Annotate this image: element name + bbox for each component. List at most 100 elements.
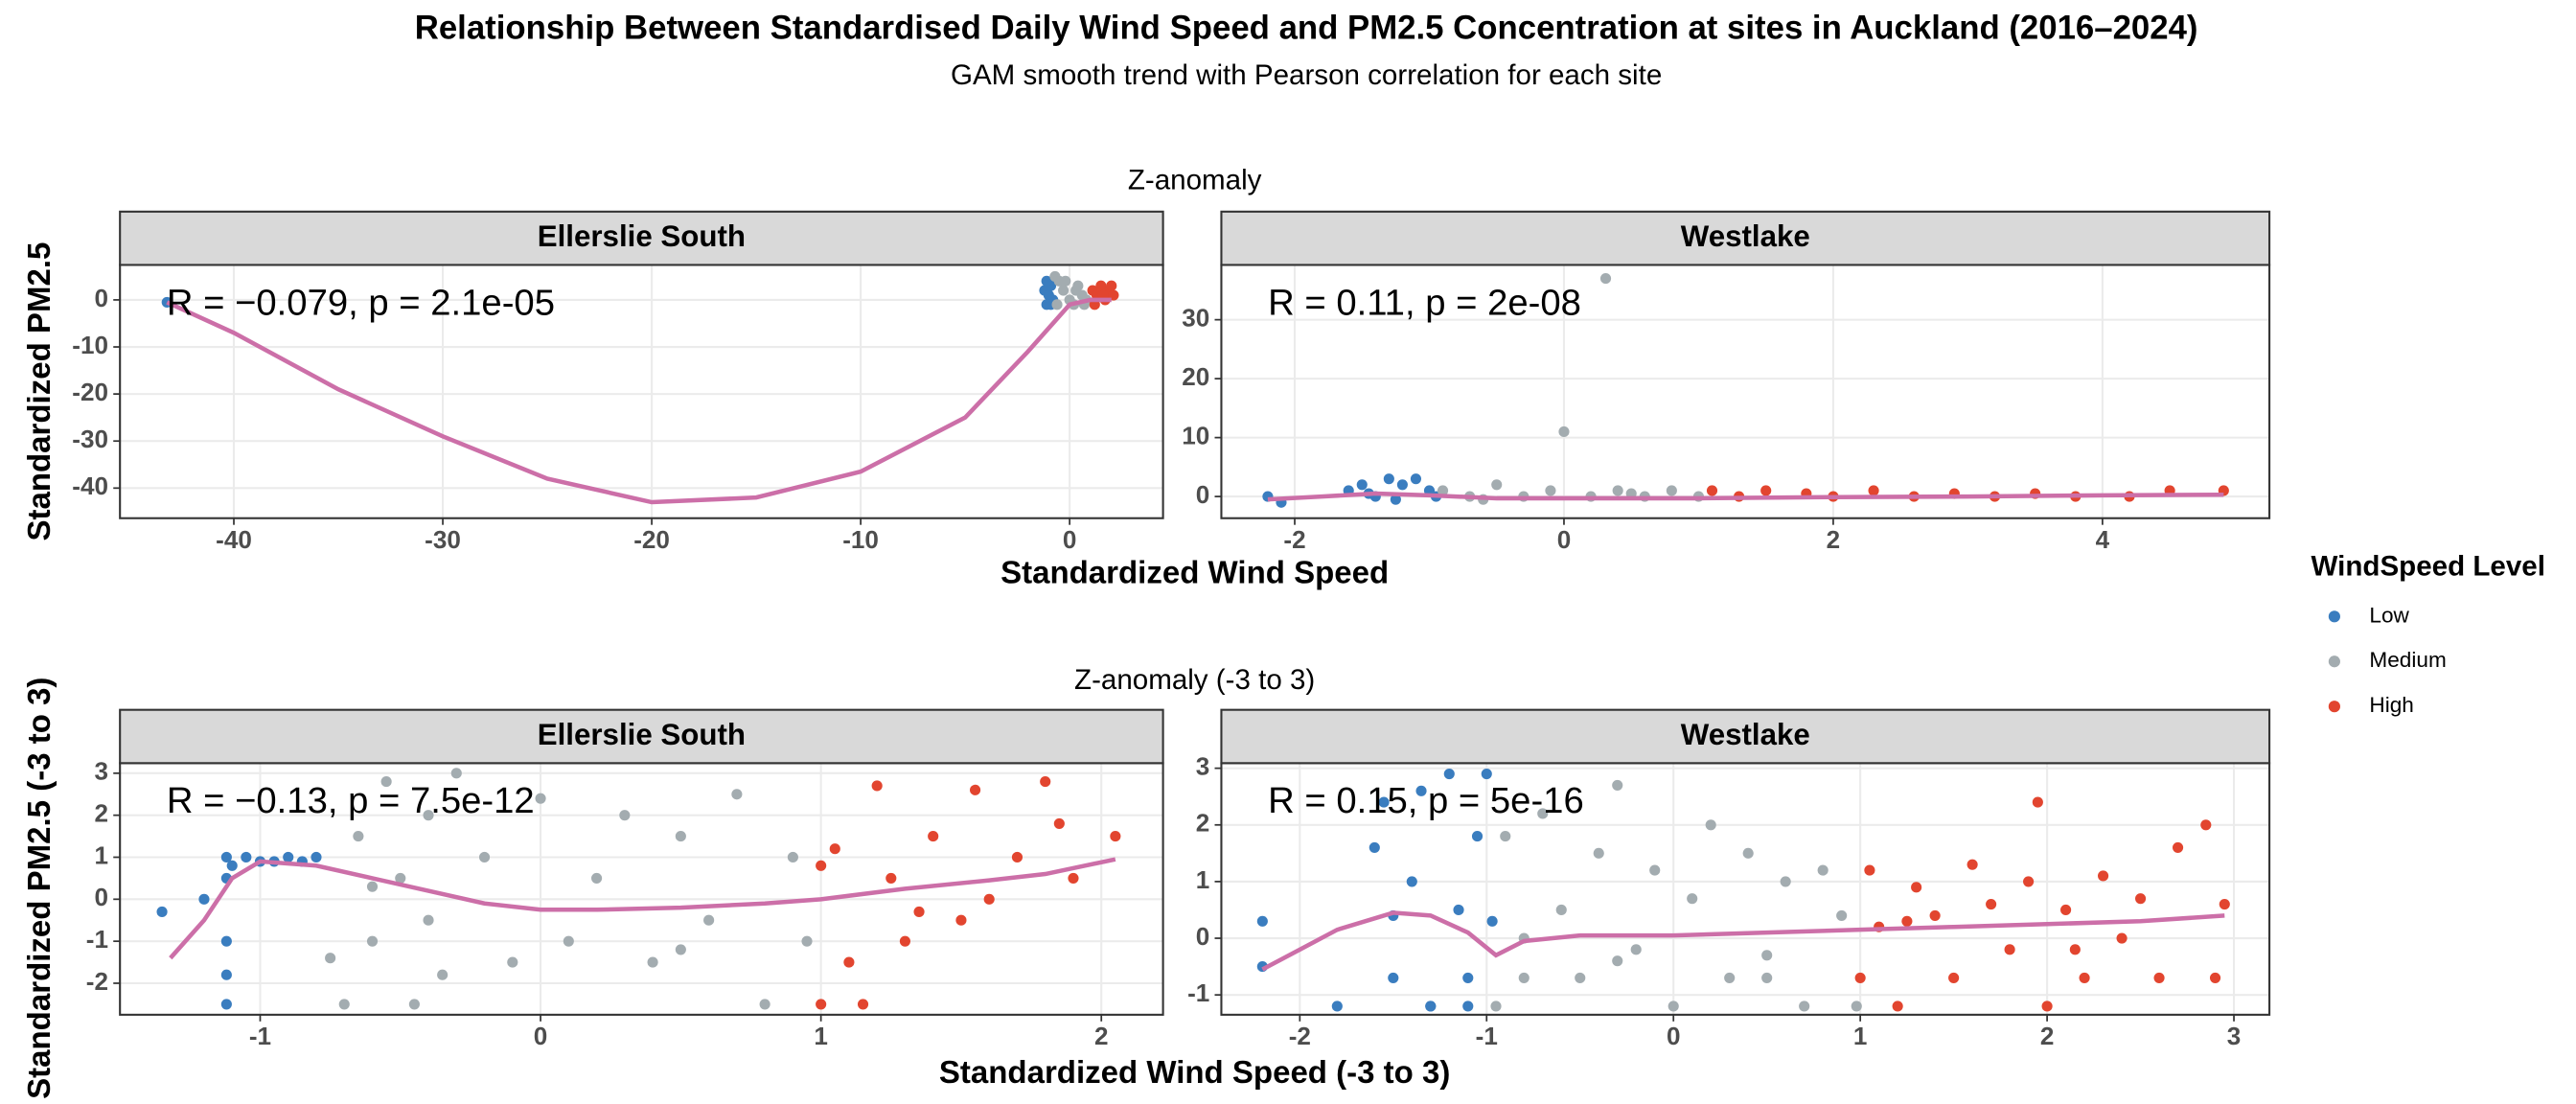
point	[1575, 972, 1586, 983]
point	[1986, 898, 1997, 910]
y-tick-label: -1	[1187, 978, 1209, 1007]
point	[1760, 485, 1772, 496]
x-tick-label: -10	[842, 525, 879, 554]
point	[1948, 972, 1960, 983]
x-tick-label: -30	[425, 525, 461, 554]
point	[1742, 847, 1754, 859]
point	[1068, 872, 1079, 884]
point	[423, 914, 434, 926]
x-tick-label: -2	[1289, 1022, 1311, 1050]
point	[507, 956, 518, 968]
point	[1437, 485, 1449, 496]
point	[563, 935, 574, 947]
point	[619, 810, 631, 821]
strip	[1220, 210, 2271, 266]
point	[1110, 831, 1121, 842]
x-tick-label: -20	[633, 525, 670, 554]
point	[353, 831, 364, 842]
x-tick-label: 1	[1853, 1022, 1868, 1050]
point	[1545, 485, 1556, 496]
point	[801, 935, 813, 947]
annotation: R = 0.15, p = 5e-16	[1268, 780, 1584, 821]
point	[1854, 972, 1866, 983]
point	[241, 851, 252, 863]
annotation: R = 0.11, p = 2e-08	[1268, 282, 1581, 323]
point	[2032, 796, 2043, 808]
point	[1486, 915, 1498, 927]
point	[1892, 1000, 1903, 1012]
point	[2041, 1000, 2053, 1012]
chart-title: Relationship Between Standardised Daily …	[415, 10, 2198, 46]
point	[220, 969, 232, 980]
point	[913, 906, 925, 918]
point	[1406, 876, 1417, 887]
point	[450, 768, 462, 779]
point	[2098, 870, 2109, 882]
strip-title: Ellerslie South	[538, 718, 746, 751]
point	[1490, 1000, 1502, 1012]
y-tick-label: -1	[86, 925, 108, 954]
point	[1415, 785, 1427, 796]
point	[1799, 1000, 1810, 1012]
y-axis-label: Standardized PM2.5 (-3 to 3)	[21, 678, 57, 1099]
strip	[119, 708, 1164, 765]
x-tick-label: -1	[249, 1022, 271, 1050]
point	[2079, 972, 2090, 983]
point	[366, 881, 379, 892]
point	[408, 999, 420, 1010]
point	[1331, 1000, 1343, 1012]
y-axis-label: Standardized PM2.5	[21, 242, 57, 541]
point	[1425, 1000, 1437, 1012]
point	[1058, 285, 1070, 296]
point	[2116, 932, 2128, 944]
point	[1040, 776, 1051, 788]
point	[675, 831, 686, 842]
legend-marker	[2328, 610, 2340, 623]
legend-label: Medium	[2369, 648, 2446, 672]
point	[1378, 796, 1390, 808]
point	[1106, 280, 1117, 291]
point	[1410, 473, 1422, 485]
point	[2135, 893, 2147, 905]
row-title: Z-anomaly	[1128, 164, 1262, 196]
point	[703, 914, 715, 926]
y-tick-label: 0	[1196, 922, 1210, 951]
legend-marker	[2328, 656, 2340, 668]
point	[787, 851, 798, 863]
point	[1966, 859, 1978, 870]
strip	[119, 210, 1164, 266]
point	[2219, 898, 2230, 910]
x-tick-label: 2	[1094, 1022, 1109, 1050]
point	[1491, 479, 1503, 491]
point	[1060, 275, 1071, 287]
point	[1599, 273, 1612, 285]
y-tick-label: 2	[1196, 809, 1210, 838]
x-tick-label: -40	[216, 525, 252, 554]
x-tick-label: -2	[1283, 525, 1305, 554]
point	[366, 935, 379, 947]
point	[325, 953, 336, 964]
point	[2153, 972, 2165, 983]
point	[1256, 915, 1268, 927]
point	[2004, 944, 2015, 955]
point	[220, 999, 232, 1010]
legend-label: High	[2369, 693, 2413, 717]
point	[338, 999, 350, 1010]
point	[2172, 841, 2184, 853]
point	[1780, 876, 1791, 887]
point	[1868, 485, 1879, 496]
x-tick-label: 0	[1557, 525, 1572, 554]
panel-background	[1221, 763, 2270, 1015]
trend-line	[1267, 491, 2224, 502]
row-title: Z-anomaly (-3 to 3)	[1074, 664, 1315, 696]
annotation: R = −0.13, p = 7.5e-12	[167, 780, 535, 821]
trend-line	[166, 297, 1112, 505]
x-tick-label: -1	[1476, 1022, 1498, 1050]
y-tick-label: -2	[86, 967, 108, 996]
x-tick-label: 2	[2040, 1022, 2055, 1050]
point	[1864, 864, 1875, 876]
strip-title: Westlake	[1681, 219, 1810, 253]
point	[220, 851, 232, 863]
point	[1453, 904, 1464, 916]
